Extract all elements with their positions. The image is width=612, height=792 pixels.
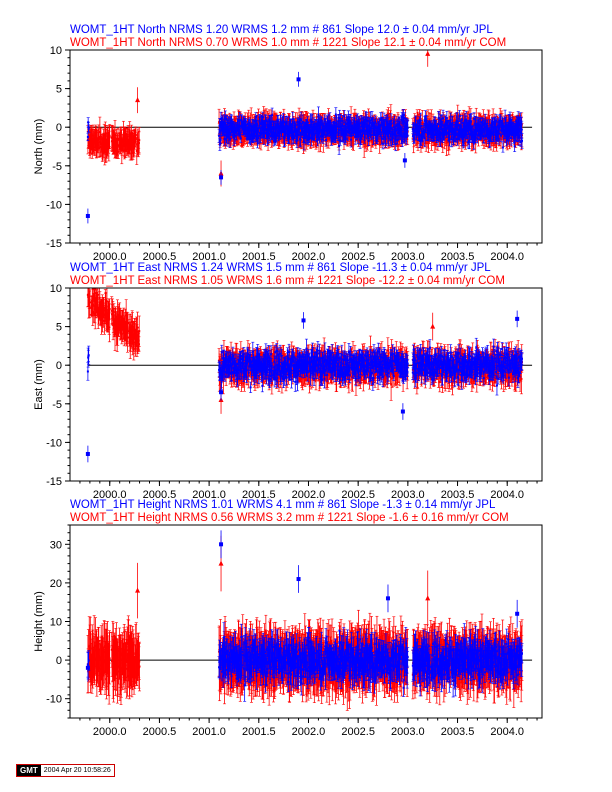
data-point bbox=[392, 138, 395, 141]
data-point bbox=[231, 123, 234, 126]
data-point bbox=[121, 141, 124, 144]
data-point bbox=[319, 139, 322, 142]
data-point bbox=[133, 140, 136, 143]
data-point bbox=[239, 132, 242, 135]
data-point bbox=[231, 122, 234, 125]
data-point bbox=[219, 138, 222, 141]
data-point bbox=[249, 135, 252, 138]
data-point bbox=[238, 118, 241, 121]
data-point bbox=[103, 150, 106, 153]
data-point bbox=[255, 125, 258, 128]
data-point bbox=[218, 134, 221, 137]
data-point bbox=[224, 117, 227, 120]
data-point bbox=[249, 124, 252, 127]
outlier-point bbox=[135, 97, 141, 103]
data-point bbox=[233, 136, 236, 139]
data-point bbox=[111, 137, 114, 140]
data-point bbox=[229, 132, 232, 135]
data-point bbox=[233, 132, 236, 135]
series-header-com: WOMT_1HT North NRMS 0.70 WRMS 1.0 mm # 1… bbox=[70, 37, 506, 49]
data-point bbox=[235, 131, 238, 134]
data-point bbox=[245, 123, 248, 126]
data-point bbox=[254, 115, 257, 118]
data-point bbox=[425, 137, 428, 140]
data-point bbox=[134, 134, 137, 137]
data-point bbox=[222, 129, 225, 132]
data-point bbox=[129, 144, 132, 147]
data-point bbox=[123, 144, 126, 147]
data-point bbox=[225, 118, 228, 121]
panel-north: WOMT_1HT North NRMS 1.20 WRMS 1.2 mm # 8… bbox=[33, 24, 543, 263]
data-point bbox=[225, 128, 228, 131]
data-point bbox=[446, 129, 449, 132]
data-point bbox=[121, 146, 124, 149]
data-point bbox=[223, 137, 226, 140]
data-point bbox=[227, 135, 230, 138]
data-point bbox=[229, 122, 232, 125]
data-point bbox=[228, 124, 231, 127]
data-point bbox=[251, 126, 254, 129]
data-point bbox=[138, 139, 141, 142]
data-point bbox=[245, 133, 248, 136]
data-point bbox=[118, 144, 121, 147]
data-point bbox=[226, 132, 229, 135]
data-point bbox=[252, 124, 255, 127]
plot-area bbox=[85, 50, 533, 224]
data-point bbox=[242, 120, 245, 123]
series-header-jpl: WOMT_1HT North NRMS 1.20 WRMS 1.2 mm # 8… bbox=[70, 24, 493, 36]
data-point bbox=[234, 134, 237, 137]
data-point bbox=[232, 125, 235, 128]
data-point bbox=[253, 134, 256, 137]
data-point bbox=[236, 129, 239, 132]
data-point bbox=[115, 146, 118, 149]
data-point bbox=[108, 135, 111, 138]
data-point bbox=[224, 127, 227, 130]
data-point bbox=[221, 121, 224, 124]
data-point bbox=[114, 133, 117, 136]
data-point bbox=[86, 135, 89, 138]
data-point bbox=[117, 150, 120, 153]
series-com bbox=[86, 50, 524, 187]
data-point bbox=[248, 133, 251, 136]
data-point bbox=[99, 145, 102, 148]
data-point bbox=[124, 144, 127, 147]
outlier-point bbox=[425, 50, 431, 56]
data-point bbox=[237, 120, 240, 123]
data-point bbox=[93, 141, 96, 144]
series-jpl bbox=[85, 71, 524, 224]
data-point bbox=[251, 137, 254, 140]
data-point bbox=[239, 137, 242, 140]
data-point bbox=[250, 128, 253, 131]
data-point bbox=[137, 147, 140, 150]
data-point bbox=[228, 138, 231, 141]
data-point bbox=[97, 136, 100, 139]
data-point bbox=[123, 133, 126, 136]
data-point bbox=[98, 147, 101, 150]
data-point bbox=[87, 127, 90, 130]
data-point bbox=[247, 129, 250, 132]
data-point bbox=[116, 138, 119, 141]
data-point bbox=[248, 121, 251, 124]
data-point bbox=[365, 134, 368, 137]
data-point bbox=[136, 143, 139, 146]
data-point bbox=[96, 141, 99, 144]
data-point bbox=[226, 125, 229, 128]
data-point bbox=[131, 139, 134, 142]
data-point bbox=[379, 137, 382, 140]
data-point bbox=[227, 122, 230, 125]
data-point bbox=[218, 143, 221, 146]
